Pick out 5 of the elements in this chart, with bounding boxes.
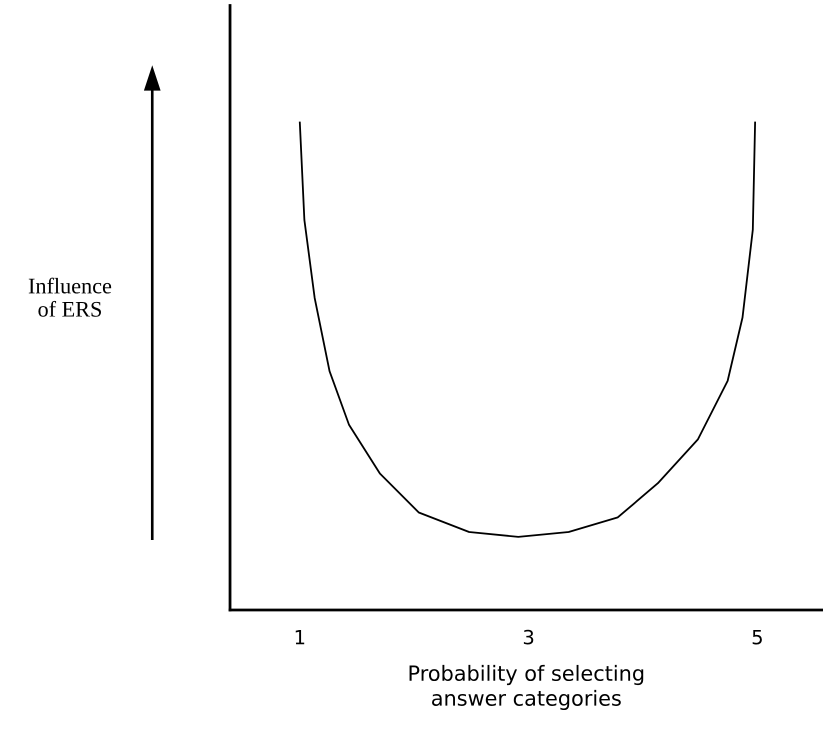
x-tick-label: 5 [752,630,762,644]
x-axis-title: Probability of selecting answer categories [410,664,644,710]
text: Influence of ERS [28,278,112,317]
x-tick-label: 1 [296,630,304,644]
x-tick-label: 3 [524,630,534,644]
